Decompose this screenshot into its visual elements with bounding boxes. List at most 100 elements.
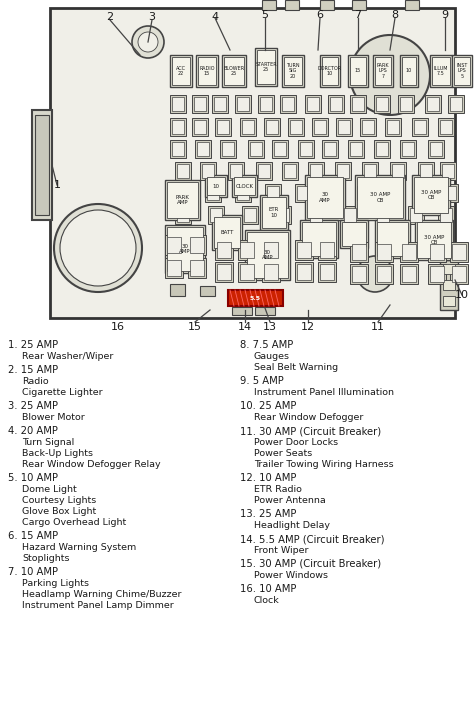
Bar: [417, 222, 451, 258]
Bar: [202, 164, 214, 178]
Bar: [377, 208, 389, 222]
Bar: [295, 262, 313, 282]
Bar: [172, 120, 184, 134]
Bar: [318, 240, 336, 260]
Text: 1. 25 AMP: 1. 25 AMP: [8, 340, 58, 350]
Bar: [307, 177, 343, 218]
Bar: [190, 260, 204, 276]
Bar: [430, 142, 442, 156]
Text: Radio: Radio: [22, 377, 49, 386]
Bar: [432, 57, 450, 85]
Text: Cigarette Lighter: Cigarette Lighter: [22, 388, 103, 397]
Text: Trailer Towing Wiring Harness: Trailer Towing Wiring Harness: [254, 460, 393, 469]
Text: 15: 15: [188, 322, 202, 332]
Bar: [258, 95, 274, 113]
Bar: [415, 220, 453, 260]
Text: 30
AMP: 30 AMP: [262, 250, 273, 261]
Bar: [405, 0, 419, 10]
Bar: [452, 266, 466, 282]
Bar: [430, 244, 444, 260]
Bar: [172, 142, 184, 156]
Bar: [320, 55, 340, 87]
Circle shape: [350, 35, 430, 115]
Bar: [272, 140, 288, 158]
Bar: [308, 206, 324, 224]
Text: 30
AMP: 30 AMP: [319, 192, 331, 203]
Bar: [375, 206, 391, 224]
Bar: [175, 206, 191, 224]
Bar: [300, 220, 338, 258]
Bar: [165, 225, 205, 273]
Bar: [375, 242, 393, 262]
Bar: [232, 175, 257, 197]
Bar: [348, 140, 364, 158]
Bar: [440, 120, 452, 134]
Text: BLOWER
25: BLOWER 25: [223, 66, 245, 77]
Bar: [398, 95, 414, 113]
Bar: [355, 184, 371, 202]
Bar: [234, 177, 255, 195]
Bar: [247, 232, 288, 278]
Bar: [170, 284, 185, 296]
Circle shape: [138, 32, 158, 52]
Bar: [207, 177, 225, 195]
Text: STARTER
25: STARTER 25: [255, 62, 277, 72]
Bar: [414, 120, 426, 134]
Bar: [298, 140, 314, 158]
Text: 2: 2: [107, 12, 114, 22]
Bar: [297, 264, 311, 280]
Bar: [430, 55, 452, 87]
Text: Courtesy Lights: Courtesy Lights: [22, 496, 96, 505]
Bar: [442, 184, 458, 202]
Bar: [258, 164, 270, 178]
Bar: [312, 118, 328, 136]
Bar: [50, 8, 455, 318]
Bar: [357, 186, 369, 200]
Bar: [244, 208, 256, 222]
Text: 11: 11: [371, 322, 385, 332]
Bar: [302, 222, 336, 256]
Bar: [390, 162, 406, 180]
Bar: [308, 162, 324, 180]
Bar: [375, 220, 410, 258]
Bar: [364, 164, 376, 178]
Bar: [280, 95, 296, 113]
Text: Rear Window Defogger: Rear Window Defogger: [254, 413, 364, 422]
Bar: [377, 222, 408, 256]
Bar: [256, 162, 272, 180]
Bar: [210, 208, 222, 222]
Bar: [282, 55, 304, 87]
Text: 5. 10 AMP: 5. 10 AMP: [8, 473, 58, 483]
Bar: [376, 97, 388, 111]
Text: 15: 15: [355, 69, 361, 74]
Bar: [350, 142, 362, 156]
Bar: [427, 97, 439, 111]
Bar: [266, 120, 278, 134]
Bar: [318, 262, 336, 282]
Text: Headlight Delay: Headlight Delay: [254, 521, 330, 530]
Bar: [240, 118, 256, 136]
Bar: [177, 186, 189, 200]
Text: 16. 10 AMP: 16. 10 AMP: [240, 584, 296, 594]
Bar: [412, 175, 450, 215]
Bar: [262, 0, 276, 10]
Text: Stoplights: Stoplights: [22, 554, 70, 563]
Bar: [265, 184, 281, 202]
Text: ACC
22: ACC 22: [176, 66, 186, 77]
Bar: [402, 142, 414, 156]
Bar: [415, 184, 431, 202]
Bar: [452, 55, 472, 87]
Bar: [307, 97, 319, 111]
Bar: [400, 55, 418, 87]
Bar: [267, 186, 279, 200]
Text: Gauges: Gauges: [254, 352, 290, 361]
Bar: [440, 208, 452, 222]
Bar: [284, 57, 302, 85]
Bar: [257, 50, 275, 84]
Bar: [305, 95, 321, 113]
Bar: [328, 95, 344, 113]
Bar: [175, 184, 191, 202]
Bar: [192, 95, 208, 113]
Bar: [194, 120, 206, 134]
Text: Power Windows: Power Windows: [254, 571, 328, 580]
